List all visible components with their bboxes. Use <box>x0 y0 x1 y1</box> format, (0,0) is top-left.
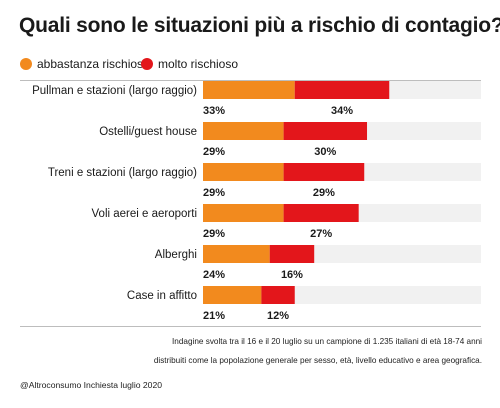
bar-molto <box>294 81 390 99</box>
bar-abbastanza <box>203 286 262 304</box>
legend-swatch-abbastanza <box>20 58 32 70</box>
bar-molto <box>261 286 295 304</box>
value-label-abbastanza: 33% <box>203 105 225 117</box>
divider-top <box>20 80 481 81</box>
stacked-bar-chart: Pullman e stazioni (largo raggio) 33% 34% O… <box>32 81 481 322</box>
category-label: Ostelli/guest house <box>99 126 197 138</box>
bar-abbastanza <box>203 122 284 140</box>
legend-item-abbastanza: abbastanza rischioso <box>20 57 150 71</box>
value-label-abbastanza: 29% <box>203 228 225 240</box>
category-label: Voli aerei e aeroporti <box>92 208 197 220</box>
value-label-molto: 29% <box>313 187 335 199</box>
legend-item-molto: molto rischioso <box>141 57 238 71</box>
value-label-molto: 30% <box>314 146 336 158</box>
bar-molto <box>283 204 359 222</box>
survey-note: Indagine svolta tra il 16 e il 20 luglio… <box>142 332 482 370</box>
survey-note-line-2: distribuiti come la popolazione generale… <box>153 356 482 365</box>
value-label-abbastanza: 29% <box>203 187 225 199</box>
value-label-molto: 27% <box>310 228 332 240</box>
legend-label-molto: molto rischioso <box>158 57 239 71</box>
category-label: Alberghi <box>155 249 197 261</box>
value-label-molto: 34% <box>331 105 353 117</box>
bar-abbastanza <box>203 163 284 181</box>
divider-bottom <box>20 326 481 327</box>
survey-note-line-1: Indagine svolta tra il 16 e il 20 luglio… <box>172 337 482 346</box>
value-label-molto: 12% <box>267 310 289 322</box>
category-label: Pullman e stazioni (largo raggio) <box>32 85 197 97</box>
source-credit: @Altroconsumo Inchiesta luglio 2020 <box>20 380 163 390</box>
value-label-molto: 16% <box>281 269 303 281</box>
bar-molto <box>283 122 368 140</box>
legend-label-abbastanza: abbastanza rischioso <box>37 57 150 71</box>
bar-molto <box>269 245 315 263</box>
chart-title: Quali sono le situazioni più a rischio d… <box>19 14 500 37</box>
bar-abbastanza <box>203 245 270 263</box>
value-label-abbastanza: 21% <box>203 310 225 322</box>
bar-molto <box>283 163 365 181</box>
bar-abbastanza <box>203 81 295 99</box>
bar-abbastanza <box>203 204 284 222</box>
value-label-abbastanza: 29% <box>203 146 225 158</box>
legend-swatch-molto <box>141 58 153 70</box>
category-label: Case in affitto <box>127 290 197 302</box>
value-label-abbastanza: 24% <box>203 269 225 281</box>
category-label: Treni e stazioni (largo raggio) <box>48 167 197 179</box>
